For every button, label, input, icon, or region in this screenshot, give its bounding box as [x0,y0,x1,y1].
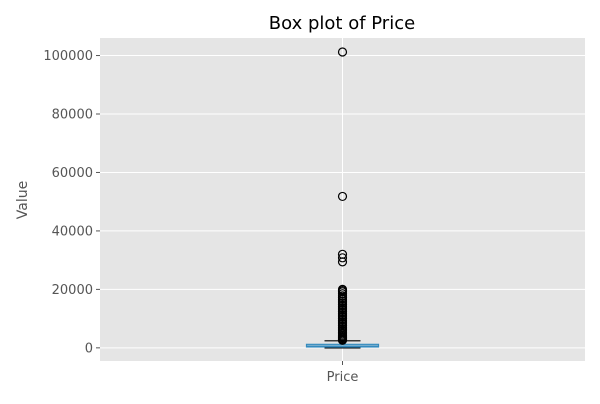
y-tick-label: 20000 [52,283,93,298]
y-tick-label: 100000 [43,49,93,64]
y-axis-label: Value [15,181,31,219]
chart-title: Box plot of Price [269,13,415,34]
y-tick-label: 80000 [52,108,93,123]
y-tick-label: 0 [85,341,93,356]
x-axis-ticks: Price [327,361,359,385]
x-tick-label: Price [327,370,359,385]
outlier-point [337,257,348,267]
outlier-point [337,253,348,263]
outlier-point [337,335,348,345]
outlier-point [337,191,348,202]
y-tick-label: 60000 [52,166,93,181]
outlier-layer [337,47,348,345]
outlier-point [337,47,348,57]
y-tick-label: 40000 [52,224,93,239]
y-axis-ticks: 0 20000 40000 60000 80000 100000 [43,49,100,356]
